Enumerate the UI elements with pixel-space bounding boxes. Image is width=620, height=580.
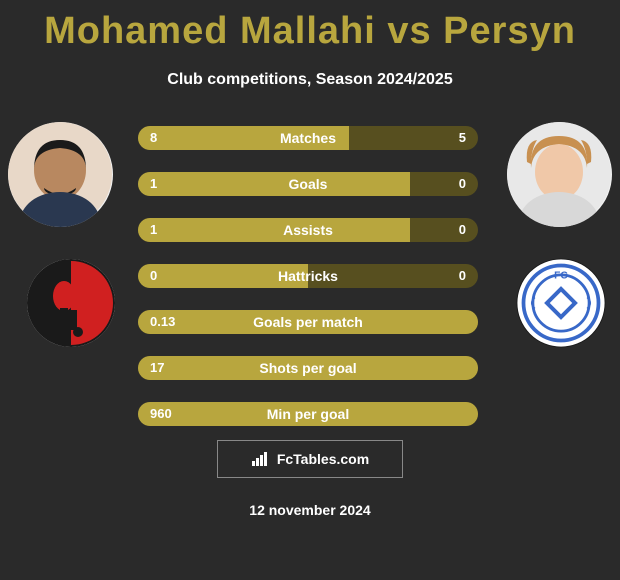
club-left-container bbox=[26, 258, 116, 348]
stats-container: 8 Matches 5 1 Goals 0 1 Assists 0 0 Hatt… bbox=[138, 126, 478, 448]
stat-val-right: 0 bbox=[459, 172, 466, 196]
stat-row-hattricks: 0 Hattricks 0 bbox=[138, 264, 478, 288]
svg-text:FC: FC bbox=[554, 271, 568, 282]
stat-val-right: 5 bbox=[459, 126, 466, 150]
player-left-face-icon bbox=[8, 122, 113, 227]
stat-label: Goals bbox=[138, 172, 478, 196]
club-right-badge: FC bbox=[516, 258, 606, 348]
club-left-badge bbox=[26, 258, 116, 348]
stat-label: Shots per goal bbox=[138, 356, 478, 380]
stat-label: Goals per match bbox=[138, 310, 478, 334]
club-right-badge-icon: FC bbox=[516, 255, 606, 351]
player-right-face-icon bbox=[507, 122, 612, 227]
date-text: 12 november 2024 bbox=[0, 502, 620, 518]
page-title: Mohamed Mallahi vs Persyn bbox=[0, 0, 620, 53]
player-right-avatar bbox=[507, 122, 612, 227]
brand-chart-icon bbox=[251, 451, 271, 467]
stat-label: Hattricks bbox=[138, 264, 478, 288]
stat-row-assists: 1 Assists 0 bbox=[138, 218, 478, 242]
brand-label: FcTables.com bbox=[277, 451, 369, 467]
stat-row-spg: 17 Shots per goal bbox=[138, 356, 478, 380]
club-left-badge-icon bbox=[26, 258, 116, 348]
stat-val-right: 0 bbox=[459, 218, 466, 242]
stat-row-goals: 1 Goals 0 bbox=[138, 172, 478, 196]
club-right-container: FC bbox=[516, 258, 606, 348]
player-left-container bbox=[8, 122, 113, 227]
subtitle: Club competitions, Season 2024/2025 bbox=[0, 71, 620, 89]
stat-label: Matches bbox=[138, 126, 478, 150]
player-right-container bbox=[507, 122, 612, 227]
stat-label: Min per goal bbox=[138, 402, 478, 426]
brand-box[interactable]: FcTables.com bbox=[217, 440, 403, 478]
stat-row-gpm: 0.13 Goals per match bbox=[138, 310, 478, 334]
stat-row-matches: 8 Matches 5 bbox=[138, 126, 478, 150]
player-left-avatar bbox=[8, 122, 113, 227]
stat-val-right: 0 bbox=[459, 264, 466, 288]
stat-row-mpg: 960 Min per goal bbox=[138, 402, 478, 426]
stat-label: Assists bbox=[138, 218, 478, 242]
